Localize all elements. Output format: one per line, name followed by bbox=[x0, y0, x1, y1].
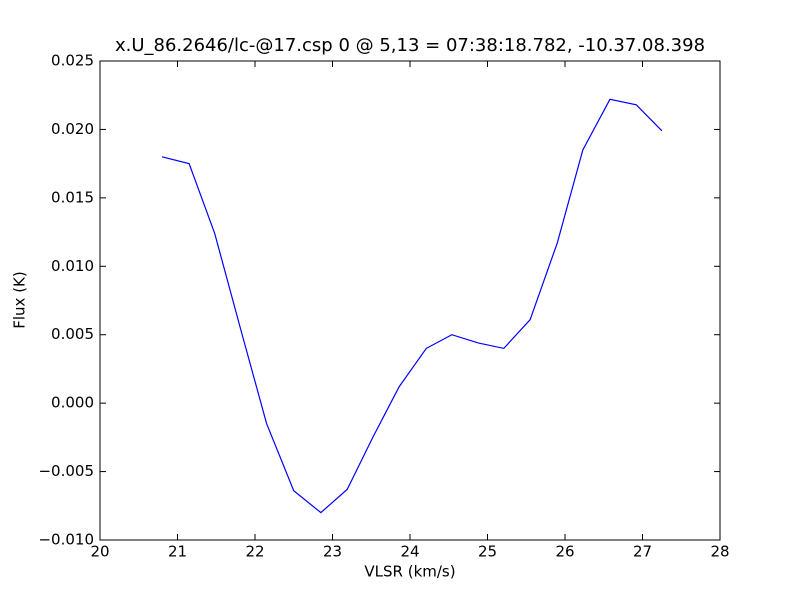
y-tick-label: −0.005 bbox=[38, 462, 94, 480]
y-tick-label: 0.005 bbox=[51, 325, 94, 343]
x-tick-label: 23 bbox=[323, 543, 342, 561]
chart-title: x.U_86.2646/lc-@17.csp 0 @ 5,13 = 07:38:… bbox=[115, 35, 705, 56]
x-tick-label: 25 bbox=[478, 543, 497, 561]
x-tick-label: 20 bbox=[90, 543, 109, 561]
plot-frame bbox=[99, 60, 721, 541]
y-tick-label: 0.010 bbox=[51, 257, 94, 275]
x-axis-label: VLSR (km/s) bbox=[364, 563, 455, 581]
y-tick-label: 0.025 bbox=[51, 52, 94, 70]
x-tick-label: 26 bbox=[555, 543, 574, 561]
y-tick-label: 0.000 bbox=[51, 394, 94, 412]
x-tick-label: 21 bbox=[168, 543, 187, 561]
y-tick-label: −0.010 bbox=[38, 531, 94, 549]
y-tick-label: 0.015 bbox=[51, 188, 94, 206]
y-axis-label: Flux (K) bbox=[11, 271, 29, 329]
x-tick-label: 28 bbox=[710, 543, 729, 561]
y-tick-label: 0.020 bbox=[51, 120, 94, 138]
x-tick-label: 24 bbox=[400, 543, 419, 561]
x-tick-label: 27 bbox=[633, 543, 652, 561]
x-tick-label: 22 bbox=[245, 543, 264, 561]
data-line bbox=[161, 98, 663, 514]
